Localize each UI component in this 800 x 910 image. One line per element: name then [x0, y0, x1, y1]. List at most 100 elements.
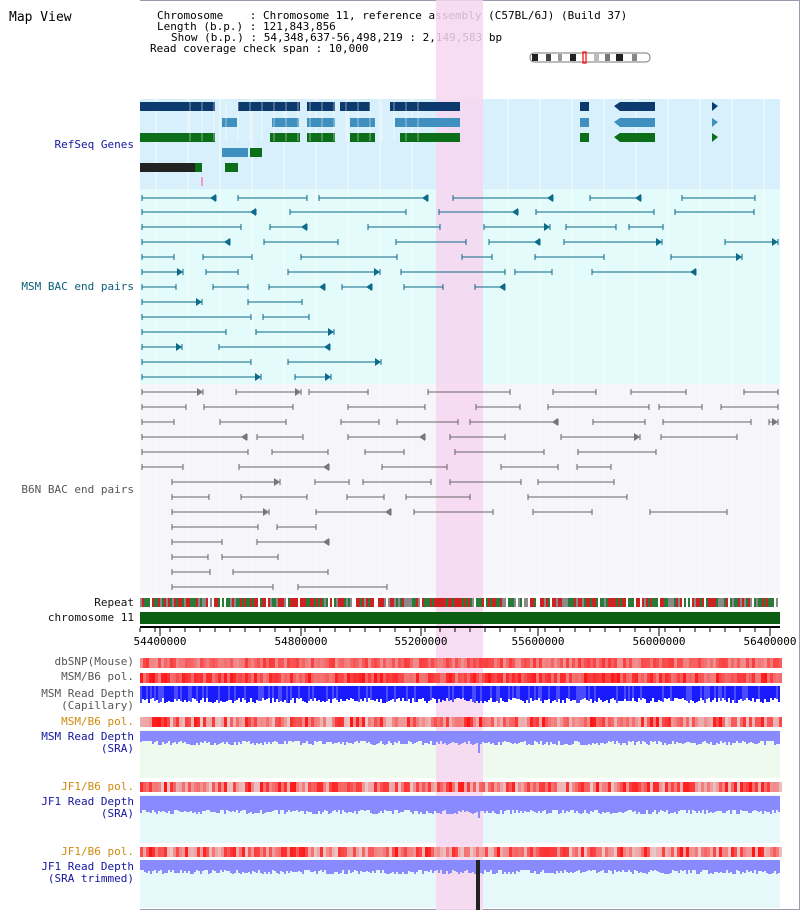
- heat-cell: [356, 782, 359, 792]
- repeat-element: [308, 598, 310, 607]
- depth-bar: [362, 731, 364, 741]
- depth-bar: [286, 731, 288, 744]
- depth-bar: [624, 686, 626, 699]
- heat-cell: [161, 782, 164, 792]
- heat-cell: [284, 673, 287, 683]
- depth-bar: [204, 731, 206, 741]
- heat-cell: [287, 673, 290, 683]
- heat-cell: [428, 782, 431, 792]
- repeat-element: [508, 598, 510, 607]
- depth-bar: [170, 796, 172, 814]
- depth-bar: [182, 796, 184, 812]
- depth-bar: [704, 686, 706, 703]
- depth-bar: [556, 731, 558, 745]
- depth-bar: [648, 796, 650, 814]
- heat-cell: [467, 847, 470, 857]
- depth-bar: [538, 796, 540, 811]
- repeat-element: [556, 598, 558, 607]
- depth-bar: [382, 686, 384, 703]
- heat-cell: [482, 782, 485, 792]
- depth-bar: [256, 796, 258, 813]
- heat-cell: [776, 782, 779, 792]
- label-refseq[interactable]: RefSeq Genes: [54, 138, 134, 151]
- heat-cell: [437, 847, 440, 857]
- heat-cell: [359, 847, 362, 857]
- depth-bar: [606, 860, 608, 873]
- label-msm-b6-pol: MSM/B6 pol.: [61, 670, 134, 683]
- heat-cell: [626, 782, 629, 792]
- heat-cell: [671, 717, 674, 727]
- depth-bar: [552, 796, 554, 810]
- depth-bar: [434, 731, 436, 745]
- heat-cell: [560, 847, 563, 857]
- depth-bar: [580, 796, 582, 814]
- depth-bar: [522, 796, 524, 813]
- heat-cell: [620, 658, 623, 668]
- heat-cell: [497, 658, 500, 668]
- depth-bar: [624, 860, 626, 872]
- repeat-element: [226, 598, 228, 607]
- heat-cell: [347, 658, 350, 668]
- depth-bar: [318, 731, 320, 741]
- heat-cell: [524, 782, 527, 792]
- depth-bar: [204, 796, 206, 811]
- repeat-element: [318, 598, 320, 607]
- depth-bar: [358, 860, 360, 874]
- heat-cell: [359, 673, 362, 683]
- heat-cell: [422, 717, 425, 727]
- depth-bar: [432, 686, 434, 698]
- depth-bar: [530, 860, 532, 873]
- page-title: Map View: [9, 10, 72, 25]
- depth-bar: [468, 686, 470, 701]
- label-b6n-bac[interactable]: B6N BAC end pairs: [21, 483, 134, 496]
- gene-arrow: [614, 118, 620, 127]
- depth-bar: [560, 731, 562, 745]
- depth-bar: [488, 796, 490, 813]
- repeat-element: [230, 598, 232, 607]
- heat-cell: [353, 717, 356, 727]
- depth-bar: [584, 860, 586, 872]
- depth-bar: [618, 796, 620, 812]
- depth-bar: [458, 796, 460, 811]
- depth-bar: [252, 731, 254, 743]
- heat-cell: [314, 673, 317, 683]
- heat-cell: [266, 847, 269, 857]
- heat-cell: [725, 717, 728, 727]
- repeat-element: [652, 598, 654, 607]
- heat-cell: [230, 782, 233, 792]
- heat-cell: [170, 847, 173, 857]
- depth-bar: [230, 686, 232, 700]
- repeat-element: [176, 598, 178, 607]
- depth-bar: [510, 686, 512, 700]
- depth-bar: [684, 731, 686, 743]
- depth-bar: [224, 860, 226, 870]
- depth-bar: [170, 731, 172, 745]
- repeat-element: [356, 598, 358, 607]
- depth-bar: [476, 731, 478, 743]
- heat-cell: [383, 782, 386, 792]
- heat-cell: [626, 658, 629, 668]
- depth-bar: [614, 860, 616, 870]
- heat-cell: [533, 658, 536, 668]
- depth-bar: [684, 686, 686, 700]
- label-msm-bac[interactable]: MSM BAC end pairs: [21, 280, 134, 293]
- depth-bar: [724, 686, 726, 700]
- depth-bar: [456, 860, 458, 872]
- depth-bar: [750, 731, 752, 742]
- depth-bar: [536, 686, 538, 700]
- depth-bar: [450, 860, 452, 873]
- repeat-element: [514, 598, 516, 607]
- depth-bar: [612, 731, 614, 741]
- heat-cell: [173, 847, 176, 857]
- repeat-element: [692, 598, 694, 607]
- depth-bar: [518, 796, 520, 813]
- depth-bar: [178, 686, 180, 699]
- depth-bar: [542, 686, 544, 703]
- repeat-element: [628, 598, 630, 607]
- heat-cell: [485, 717, 488, 727]
- depth-bar: [414, 796, 416, 811]
- depth-bar: [344, 731, 346, 745]
- axis-tick-label: 54800000: [275, 635, 328, 648]
- depth-bar: [254, 686, 256, 703]
